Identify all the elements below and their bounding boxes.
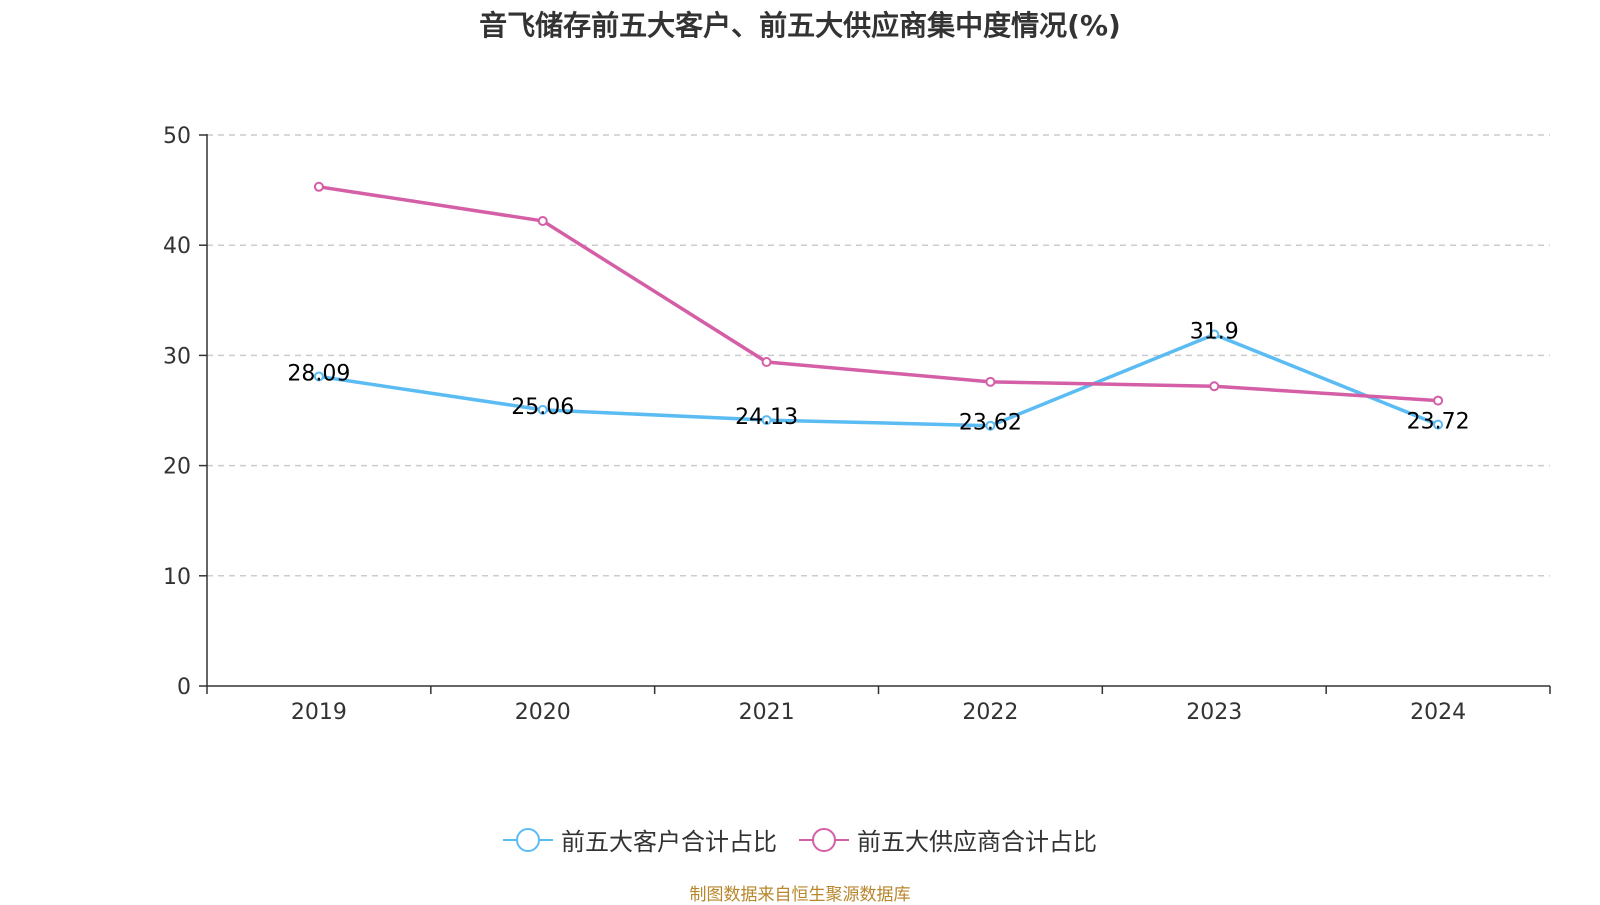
legend-item-suppliers[interactable]: 前五大供应商合计占比	[799, 822, 1097, 857]
data-point-0-0	[313, 371, 324, 382]
data-point-1-0	[313, 181, 324, 192]
x-tick-label-2021: 2021	[739, 700, 795, 725]
y-tick-label: 30	[163, 344, 191, 369]
data-label-0-2: 24.13	[735, 405, 798, 430]
legend-marker-customers	[503, 827, 553, 852]
data-point-0-1	[537, 404, 548, 415]
data-label-0-5: 23.72	[1407, 410, 1470, 435]
x-tick-label-2024: 2024	[1410, 700, 1466, 725]
data-point-0-5	[1433, 419, 1444, 430]
line-chart: 0 10 20 30 40 50 2019 2020 2021 2022 2023 2024 28.0…	[163, 124, 1551, 725]
series-line-0	[318, 332, 1439, 428]
data-point-0-2	[761, 415, 772, 426]
y-tick-label: 0	[177, 675, 191, 700]
label-layer: 28.09 25.06 24.13 23.62 31.9 23.72	[287, 319, 1469, 435]
data-point-0-4	[1209, 329, 1220, 340]
x-tick-label-2019: 2019	[291, 700, 347, 725]
legend-label-suppliers: 前五大供应商合计占比	[857, 828, 1097, 856]
legend: 前五大客户合计占比 前五大供应商合计占比	[0, 822, 1600, 857]
x-tick-label-2023: 2023	[1186, 700, 1242, 725]
chart-title: 音飞储存前五大客户、前五大供应商集中度情况(%)	[479, 9, 1121, 42]
x-tick-label-2022: 2022	[962, 700, 1018, 725]
y-tick-label: 20	[163, 455, 191, 480]
data-label-0-4: 31.9	[1190, 319, 1239, 344]
data-point-1-3	[985, 376, 996, 387]
series-layer	[313, 181, 1444, 431]
x-tick-label-2020: 2020	[515, 700, 571, 725]
data-label-0-1: 25.06	[511, 395, 574, 420]
y-tick-label: 10	[163, 565, 191, 590]
data-point-1-4	[1209, 381, 1220, 392]
data-point-0-3	[985, 420, 996, 431]
data-point-1-1	[537, 215, 548, 226]
y-tick-label: 50	[163, 124, 191, 149]
axis-layer: 0 10 20 30 40 50 2019 2020 2021 2022 2023 2024	[163, 124, 1551, 725]
legend-item-customers[interactable]: 前五大客户合计占比	[503, 822, 777, 857]
y-tick-label: 40	[163, 234, 191, 259]
legend-marker-suppliers	[799, 827, 849, 852]
grid-layer	[207, 134, 1550, 577]
data-point-1-5	[1433, 395, 1444, 406]
legend-label-customers: 前五大客户合计占比	[561, 828, 777, 856]
series-line-1	[318, 185, 1439, 403]
data-label-0-0: 28.09	[287, 361, 350, 386]
data-label-0-3: 23.62	[959, 411, 1022, 436]
source-note: 制图数据来自恒生聚源数据库	[689, 885, 911, 905]
data-point-1-2	[761, 357, 772, 368]
